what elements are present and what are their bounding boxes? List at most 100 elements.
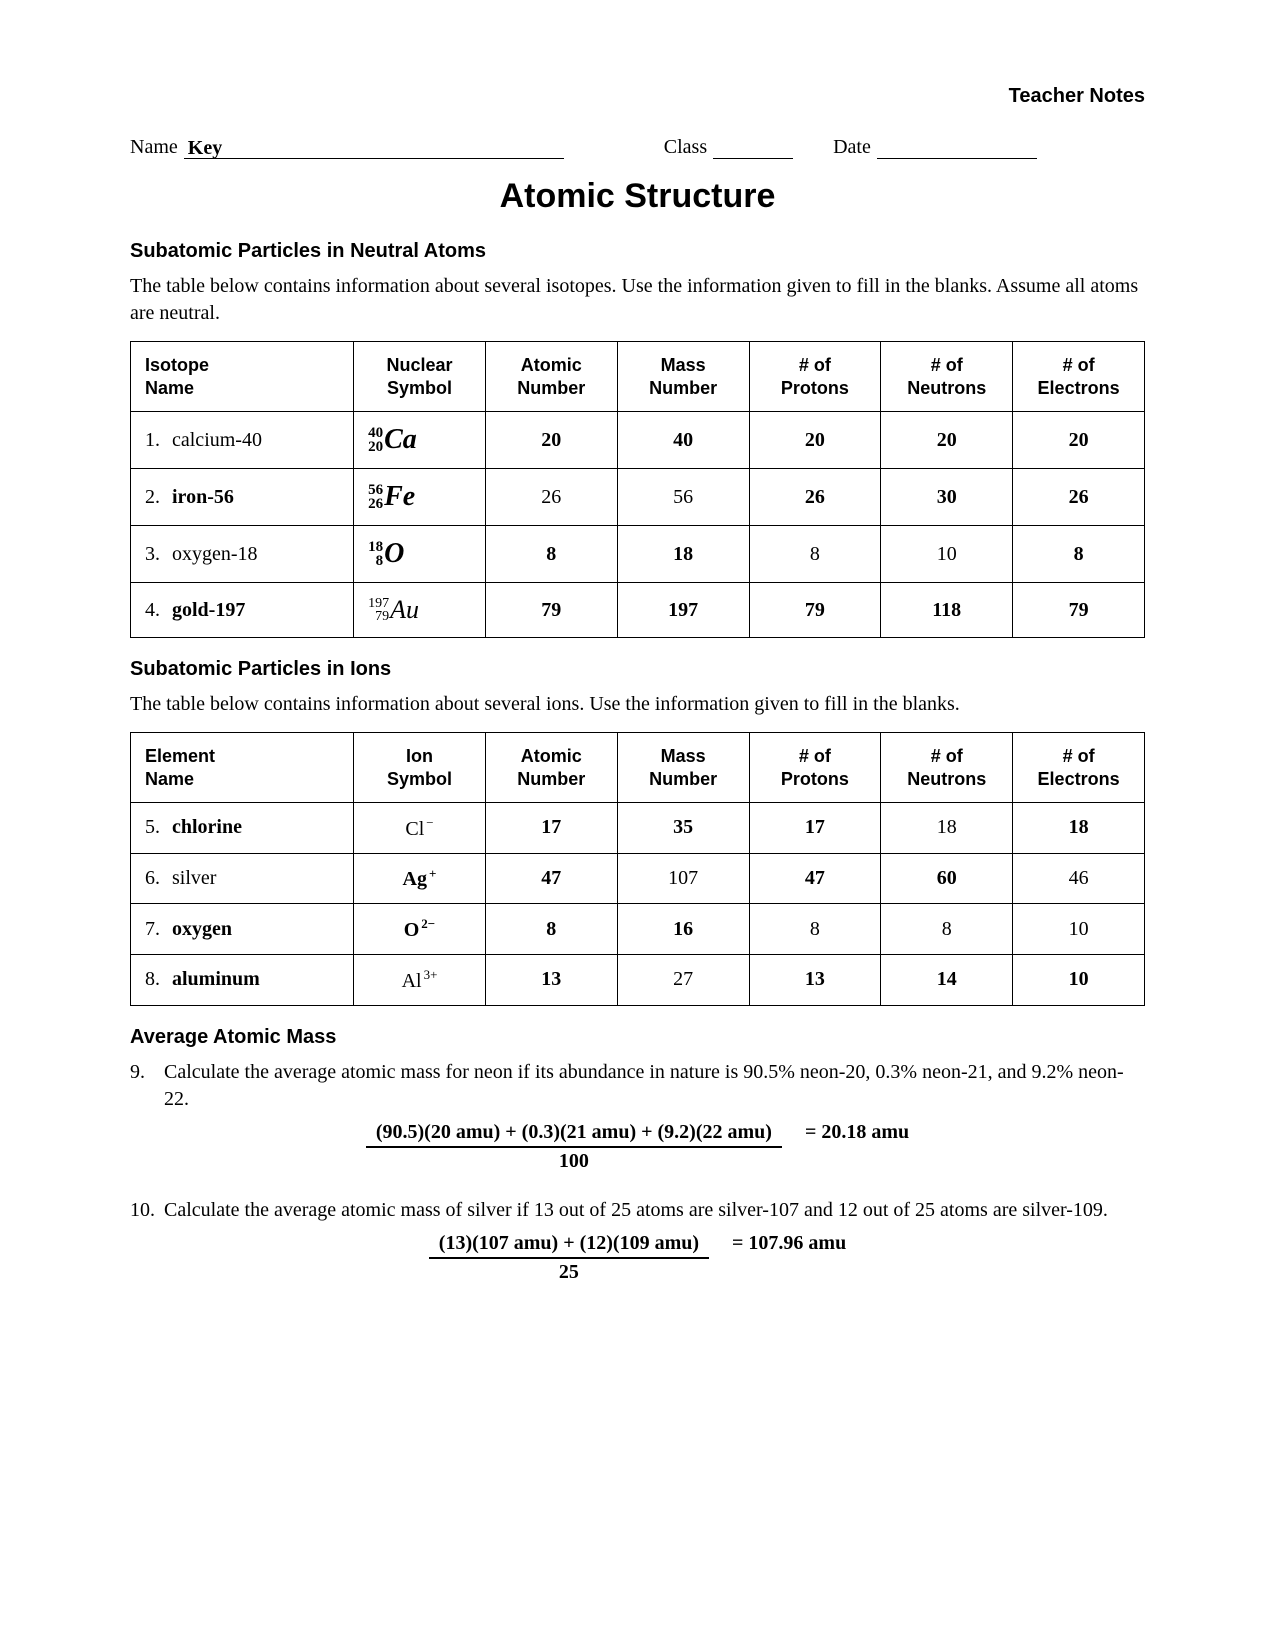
table-cell: 27 bbox=[617, 954, 749, 1005]
table-cell: 18 bbox=[881, 803, 1013, 854]
table-cell: 47 bbox=[485, 853, 617, 904]
column-header: # ofElectrons bbox=[1013, 342, 1145, 412]
q10-number: 10. bbox=[130, 1197, 164, 1224]
table-cell: 17 bbox=[485, 803, 617, 854]
question-10: 10. Calculate the average atomic mass of… bbox=[130, 1197, 1145, 1224]
q9-numerator: (90.5)(20 amu) + (0.3)(21 amu) + (9.2)(2… bbox=[366, 1121, 782, 1148]
q9-text: Calculate the average atomic mass for ne… bbox=[164, 1059, 1145, 1113]
table-cell: 8 bbox=[749, 526, 881, 583]
q9-denominator: 100 bbox=[366, 1148, 782, 1173]
column-header: # ofProtons bbox=[749, 342, 881, 412]
section2-heading: Subatomic Particles in Ions bbox=[130, 658, 1145, 681]
table-cell: 18 bbox=[1013, 803, 1145, 854]
date-blank bbox=[877, 137, 1037, 159]
table-cell: 16 bbox=[617, 904, 749, 955]
element-name-cell: 7. oxygen bbox=[131, 904, 354, 955]
table-cell: 13 bbox=[485, 954, 617, 1005]
table-row: 3. oxygen-18188O8188108 bbox=[131, 526, 1145, 583]
isotope-name-cell: 3. oxygen-18 bbox=[131, 526, 354, 583]
element-name-cell: 5. chlorine bbox=[131, 803, 354, 854]
table-row: 1. calcium-404020Ca2040202020 bbox=[131, 412, 1145, 469]
ion-symbol-cell: Cl− bbox=[354, 803, 486, 854]
nuclear-symbol-cell: 188O bbox=[354, 526, 486, 583]
table-cell: 60 bbox=[881, 853, 1013, 904]
date-label: Date bbox=[833, 136, 871, 159]
column-header: MassNumber bbox=[617, 733, 749, 803]
table-cell: 26 bbox=[1013, 469, 1145, 526]
section3-heading: Average Atomic Mass bbox=[130, 1026, 1145, 1049]
table-cell: 8 bbox=[1013, 526, 1145, 583]
column-header: MassNumber bbox=[617, 342, 749, 412]
table-row: 5. chlorineCl−1735171818 bbox=[131, 803, 1145, 854]
ion-symbol-cell: Ag+ bbox=[354, 853, 486, 904]
table-cell: 8 bbox=[485, 904, 617, 955]
question-9: 9. Calculate the average atomic mass for… bbox=[130, 1059, 1145, 1113]
isotope-name-cell: 2. iron-56 bbox=[131, 469, 354, 526]
column-header: NuclearSymbol bbox=[354, 342, 486, 412]
table-cell: 8 bbox=[485, 526, 617, 583]
name-value: Key bbox=[184, 137, 222, 159]
q10-text: Calculate the average atomic mass of sil… bbox=[164, 1197, 1145, 1224]
column-header: IonSymbol bbox=[354, 733, 486, 803]
column-header: # ofNeutrons bbox=[881, 733, 1013, 803]
section1-heading: Subatomic Particles in Neutral Atoms bbox=[130, 240, 1145, 263]
table-cell: 20 bbox=[1013, 412, 1145, 469]
table-cell: 10 bbox=[881, 526, 1013, 583]
table-cell: 20 bbox=[485, 412, 617, 469]
q9-number: 9. bbox=[130, 1059, 164, 1113]
class-blank bbox=[713, 137, 793, 159]
column-header: # ofNeutrons bbox=[881, 342, 1013, 412]
table-row: 2. iron-565626Fe2656263026 bbox=[131, 469, 1145, 526]
table-row: 7. oxygenO2−8168810 bbox=[131, 904, 1145, 955]
q10-result: = 107.96 amu bbox=[732, 1232, 846, 1255]
q9-result: = 20.18 amu bbox=[805, 1121, 909, 1144]
header-fields: Name Key Class Date bbox=[130, 136, 1145, 159]
table-cell: 107 bbox=[617, 853, 749, 904]
isotope-name-cell: 1. calcium-40 bbox=[131, 412, 354, 469]
table-cell: 46 bbox=[1013, 853, 1145, 904]
table-row: 8. aluminumAl3+1327131410 bbox=[131, 954, 1145, 1005]
table-cell: 47 bbox=[749, 853, 881, 904]
table-cell: 10 bbox=[1013, 904, 1145, 955]
q10-numerator: (13)(107 amu) + (12)(109 amu) bbox=[429, 1232, 709, 1259]
section2-intro: The table below contains information abo… bbox=[130, 691, 1145, 718]
table-cell: 79 bbox=[749, 583, 881, 638]
table-cell: 8 bbox=[881, 904, 1013, 955]
element-name-cell: 6. silver bbox=[131, 853, 354, 904]
q10-calculation: (13)(107 amu) + (12)(109 amu) 25 = 107.9… bbox=[130, 1232, 1145, 1284]
table-cell: 8 bbox=[749, 904, 881, 955]
table-cell: 40 bbox=[617, 412, 749, 469]
table-cell: 26 bbox=[485, 469, 617, 526]
column-header: IsotopeName bbox=[131, 342, 354, 412]
table-cell: 56 bbox=[617, 469, 749, 526]
table-cell: 79 bbox=[1013, 583, 1145, 638]
table-cell: 35 bbox=[617, 803, 749, 854]
name-blank: Key bbox=[184, 137, 564, 159]
worksheet-page: Teacher Notes Name Key Class Date Atomic… bbox=[0, 0, 1275, 1651]
table-cell: 79 bbox=[485, 583, 617, 638]
table-row: 6. silverAg+47107476046 bbox=[131, 853, 1145, 904]
ion-symbol-cell: Al3+ bbox=[354, 954, 486, 1005]
q9-calculation: (90.5)(20 amu) + (0.3)(21 amu) + (9.2)(2… bbox=[130, 1121, 1145, 1173]
isotope-table: IsotopeNameNuclearSymbolAtomicNumberMass… bbox=[130, 341, 1145, 638]
table-cell: 20 bbox=[749, 412, 881, 469]
column-header: # ofProtons bbox=[749, 733, 881, 803]
header-note: Teacher Notes bbox=[130, 85, 1145, 108]
column-header: AtomicNumber bbox=[485, 342, 617, 412]
section1-intro: The table below contains information abo… bbox=[130, 273, 1145, 327]
table-cell: 13 bbox=[749, 954, 881, 1005]
page-title: Atomic Structure bbox=[130, 177, 1145, 216]
table-cell: 118 bbox=[881, 583, 1013, 638]
column-header: ElementName bbox=[131, 733, 354, 803]
column-header: # ofElectrons bbox=[1013, 733, 1145, 803]
q10-denominator: 25 bbox=[429, 1259, 709, 1284]
table-cell: 18 bbox=[617, 526, 749, 583]
ion-symbol-cell: O2− bbox=[354, 904, 486, 955]
table-row: 4. gold-19719779Au791977911879 bbox=[131, 583, 1145, 638]
column-header: AtomicNumber bbox=[485, 733, 617, 803]
nuclear-symbol-cell: 19779Au bbox=[354, 583, 486, 638]
class-label: Class bbox=[664, 136, 707, 159]
isotope-name-cell: 4. gold-197 bbox=[131, 583, 354, 638]
table-cell: 17 bbox=[749, 803, 881, 854]
table-cell: 10 bbox=[1013, 954, 1145, 1005]
